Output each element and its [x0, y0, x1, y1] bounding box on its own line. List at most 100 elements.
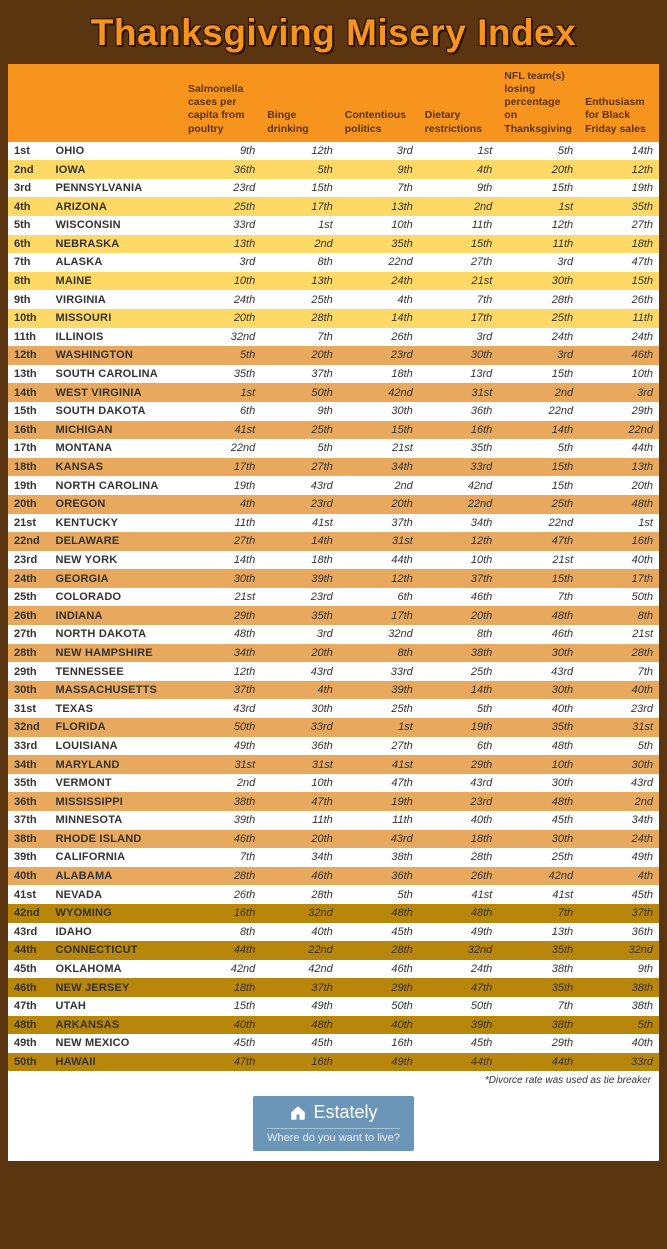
- rank-cell: 4th: [8, 197, 49, 216]
- rank-cell: 40th: [8, 867, 49, 886]
- table-row: 15thSOUTH DAKOTA6th9th30th36th22nd29th: [8, 402, 659, 421]
- val-nfl: 15th: [498, 458, 579, 477]
- state-cell: WEST VIRGINIA: [49, 383, 181, 402]
- table-row: 35thVERMONT2nd10th47th43rd30th43rd: [8, 774, 659, 793]
- rank-cell: 20th: [8, 495, 49, 514]
- val-binge: 27th: [261, 458, 339, 477]
- val-blackfriday: 16th: [579, 532, 659, 551]
- val-blackfriday: 7th: [579, 662, 659, 681]
- table-row: 47thUTAH15th49th50th50th7th38th: [8, 997, 659, 1016]
- val-blackfriday: 50th: [579, 588, 659, 607]
- val-nfl: 15th: [498, 365, 579, 384]
- val-dietary: 29th: [419, 755, 499, 774]
- rank-cell: 11th: [8, 328, 49, 347]
- val-dietary: 44th: [419, 1053, 499, 1072]
- val-politics: 15th: [339, 421, 419, 440]
- val-politics: 42nd: [339, 383, 419, 402]
- val-salmonella: 24th: [182, 290, 261, 309]
- val-salmonella: 45th: [182, 1034, 261, 1053]
- val-nfl: 40th: [498, 699, 579, 718]
- val-dietary: 40th: [419, 811, 499, 830]
- val-politics: 22nd: [339, 253, 419, 272]
- val-blackfriday: 19th: [579, 179, 659, 198]
- val-dietary: 48th: [419, 904, 499, 923]
- val-dietary: 30th: [419, 346, 499, 365]
- val-blackfriday: 12th: [579, 160, 659, 179]
- val-politics: 48th: [339, 904, 419, 923]
- rank-cell: 50th: [8, 1053, 49, 1072]
- rank-cell: 2nd: [8, 160, 49, 179]
- table-row: 22ndDELAWARE27th14th31st12th47th16th: [8, 532, 659, 551]
- val-salmonella: 10th: [182, 272, 261, 291]
- val-dietary: 32nd: [419, 941, 499, 960]
- val-blackfriday: 44th: [579, 439, 659, 458]
- val-salmonella: 23rd: [182, 179, 261, 198]
- val-blackfriday: 45th: [579, 885, 659, 904]
- state-cell: UTAH: [49, 997, 181, 1016]
- val-blackfriday: 20th: [579, 476, 659, 495]
- val-binge: 37th: [261, 978, 339, 997]
- val-salmonella: 36th: [182, 160, 261, 179]
- val-blackfriday: 18th: [579, 235, 659, 254]
- val-blackfriday: 5th: [579, 1016, 659, 1035]
- val-nfl: 48th: [498, 737, 579, 756]
- val-politics: 1st: [339, 718, 419, 737]
- val-blackfriday: 37th: [579, 904, 659, 923]
- table-row: 50thHAWAII47th16th49th44th44th33rd: [8, 1053, 659, 1072]
- val-dietary: 24th: [419, 960, 499, 979]
- val-dietary: 38th: [419, 644, 499, 663]
- val-nfl: 1st: [498, 197, 579, 216]
- rank-cell: 7th: [8, 253, 49, 272]
- state-cell: INDIANA: [49, 606, 181, 625]
- val-nfl: 30th: [498, 830, 579, 849]
- val-binge: 28th: [261, 309, 339, 328]
- footnote-row: *Divorce rate was used as tie breaker: [8, 1071, 659, 1090]
- val-nfl: 38th: [498, 960, 579, 979]
- val-dietary: 28th: [419, 848, 499, 867]
- val-blackfriday: 29th: [579, 402, 659, 421]
- val-nfl: 14th: [498, 421, 579, 440]
- col-salmonella: Salmonella cases per capita from poultry: [182, 64, 261, 142]
- rank-cell: 33rd: [8, 737, 49, 756]
- rank-cell: 21st: [8, 514, 49, 533]
- val-blackfriday: 40th: [579, 681, 659, 700]
- val-binge: 5th: [261, 439, 339, 458]
- val-binge: 42nd: [261, 960, 339, 979]
- val-dietary: 12th: [419, 532, 499, 551]
- val-politics: 40th: [339, 1016, 419, 1035]
- state-cell: GEORGIA: [49, 569, 181, 588]
- table-row: 32ndFLORIDA50th33rd1st19th35th31st: [8, 718, 659, 737]
- rank-cell: 8th: [8, 272, 49, 291]
- state-cell: SOUTH DAKOTA: [49, 402, 181, 421]
- val-blackfriday: 26th: [579, 290, 659, 309]
- val-nfl: 25th: [498, 309, 579, 328]
- table-row: 28thNEW HAMPSHIRE34th20th8th38th30th28th: [8, 644, 659, 663]
- val-nfl: 48th: [498, 606, 579, 625]
- val-politics: 31st: [339, 532, 419, 551]
- val-politics: 9th: [339, 160, 419, 179]
- table-row: 34thMARYLAND31st31st41st29th10th30th: [8, 755, 659, 774]
- val-dietary: 27th: [419, 253, 499, 272]
- val-dietary: 5th: [419, 699, 499, 718]
- table-row: 42ndWYOMING16th32nd48th48th7th37th: [8, 904, 659, 923]
- val-politics: 32nd: [339, 625, 419, 644]
- val-salmonella: 3rd: [182, 253, 261, 272]
- table-row: 24thGEORGIA30th39th12th37th15th17th: [8, 569, 659, 588]
- col-blackfriday: Enthusiasm for Black Friday sales: [579, 64, 659, 142]
- val-binge: 46th: [261, 867, 339, 886]
- val-salmonella: 28th: [182, 867, 261, 886]
- val-salmonella: 6th: [182, 402, 261, 421]
- rank-cell: 34th: [8, 755, 49, 774]
- col-nfl: NFL team(s) losing percentage on Thanksg…: [498, 64, 579, 142]
- rank-cell: 15th: [8, 402, 49, 421]
- val-blackfriday: 49th: [579, 848, 659, 867]
- val-politics: 3rd: [339, 142, 419, 161]
- val-salmonella: 29th: [182, 606, 261, 625]
- val-dietary: 37th: [419, 569, 499, 588]
- table-row: 31stTEXAS43rd30th25th5th40th23rd: [8, 699, 659, 718]
- val-politics: 39th: [339, 681, 419, 700]
- val-nfl: 15th: [498, 179, 579, 198]
- val-blackfriday: 30th: [579, 755, 659, 774]
- val-nfl: 21st: [498, 551, 579, 570]
- state-cell: CALIFORNIA: [49, 848, 181, 867]
